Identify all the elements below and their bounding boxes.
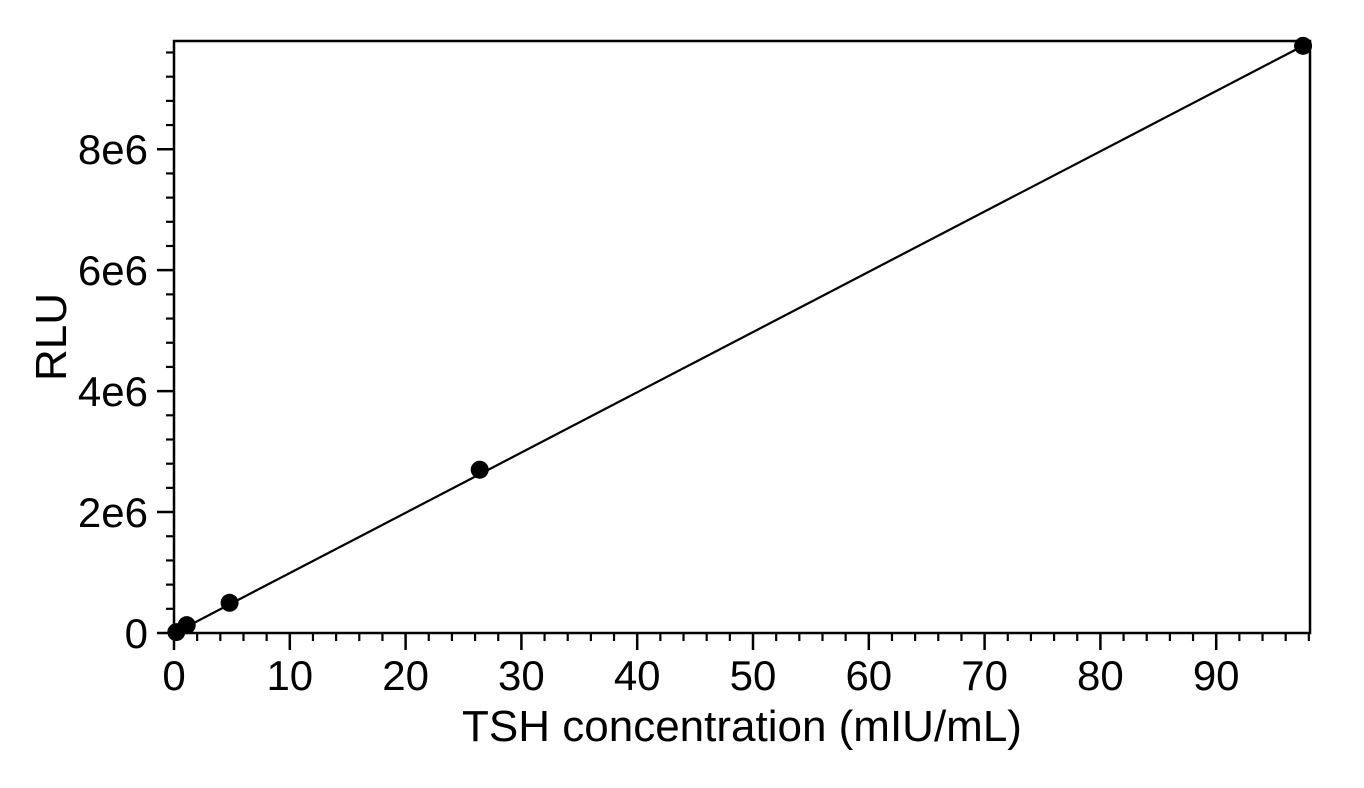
x-tick-label: 40: [614, 652, 661, 699]
y-tick-label: 6e6: [78, 247, 148, 294]
x-tick-label: 10: [266, 652, 313, 699]
data-point: [470, 460, 489, 479]
y-axis-title: RLU: [27, 293, 76, 381]
plot-area-frame: [172, 39, 1312, 635]
x-axis-title: TSH concentration (mIU/mL): [462, 702, 1022, 751]
y-tick-label: 2e6: [78, 489, 148, 536]
x-tick-label: 80: [1077, 652, 1124, 699]
data-point: [1294, 36, 1313, 55]
y-axis-ticks: [157, 51, 174, 635]
data-points: [167, 36, 1313, 642]
x-tick-label: 60: [845, 652, 892, 699]
y-tick-label: 0: [125, 610, 148, 657]
x-axis-ticks: [172, 633, 1310, 650]
x-tick-label: 0: [162, 652, 185, 699]
x-tick-label: 20: [382, 652, 429, 699]
y-axis-tick-labels: 0 2e6 4e6 6e6 8e6: [78, 126, 148, 657]
data-point: [220, 593, 239, 612]
x-tick-label: 30: [498, 652, 545, 699]
data-point: [177, 616, 196, 635]
fit-line: [175, 44, 1304, 634]
y-tick-label: 8e6: [78, 126, 148, 173]
x-axis-tick-labels: 0 10 20 30 40 50 60 70 80 90: [162, 652, 1239, 699]
x-tick-label: 50: [730, 652, 777, 699]
x-tick-label: 70: [961, 652, 1008, 699]
y-tick-label: 4e6: [78, 368, 148, 415]
x-tick-label: 90: [1193, 652, 1240, 699]
